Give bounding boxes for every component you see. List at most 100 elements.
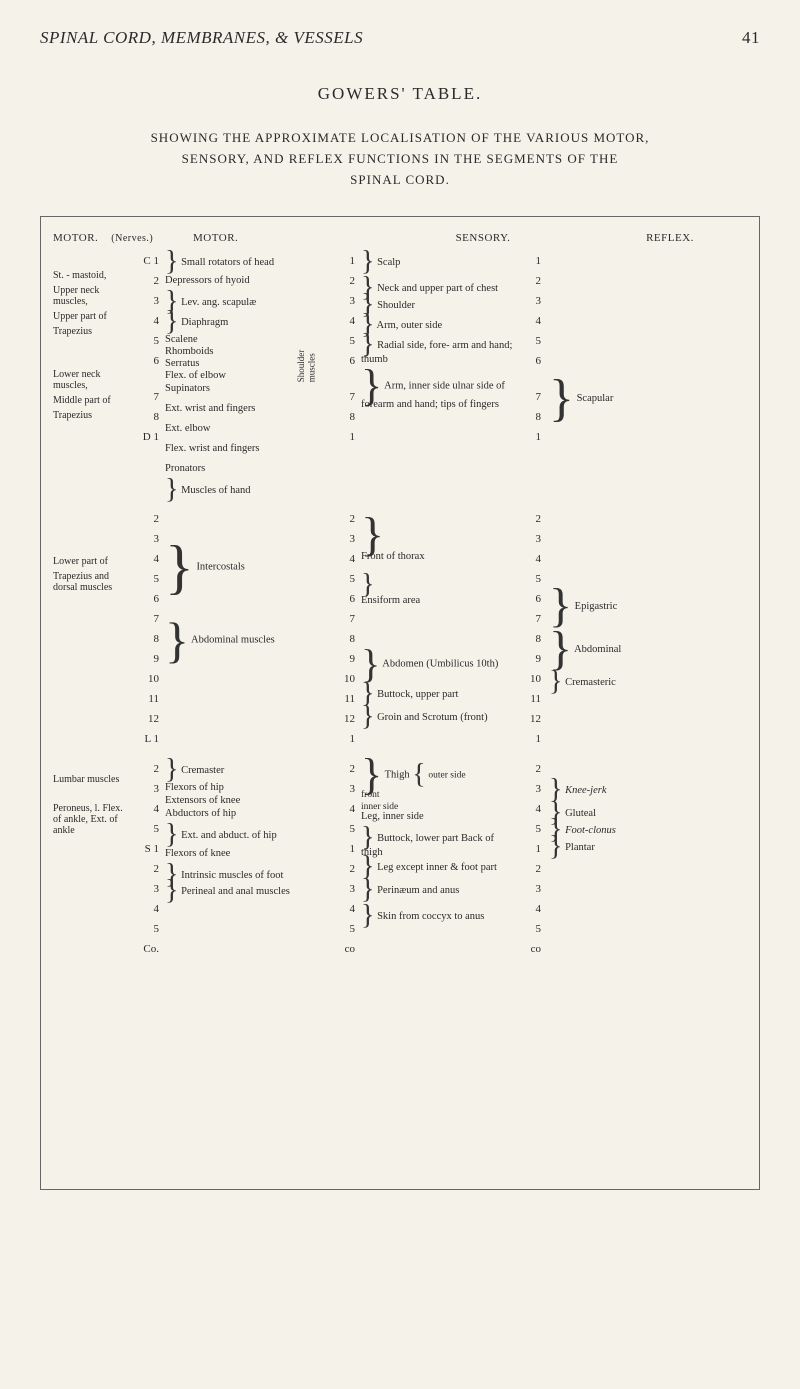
motor-c1: Small rotators of head <box>181 257 274 268</box>
label-trapezius2: Trapezius <box>53 408 129 423</box>
sens-leg-exc: Leg except inner & foot part <box>377 862 497 873</box>
colhead-nerves: (Nerves.) <box>111 233 153 244</box>
dorsal-sens-nums: 234 567 8910 11121 <box>315 512 355 752</box>
seg-c5: 5 <box>129 334 159 354</box>
label-trap-dorsal: Trapezius and dorsal muscles <box>53 569 129 595</box>
motor-c5c: Serratus <box>165 358 199 369</box>
motor-c6b: Ext. wrist and fingers <box>165 402 315 422</box>
seg-d5: 5 <box>129 572 159 592</box>
sens-coccyx: Skin from coccyx to anus <box>377 911 484 922</box>
sens-thorax: Front of thorax <box>361 550 517 564</box>
dorsal-sensory: } Front of thorax } Ensiform area } Abdo… <box>355 512 517 726</box>
lumbar-segments: 2 3 4 5 S 1 2 3 4 5 Co. <box>129 762 159 962</box>
brace-icon: } <box>361 373 382 399</box>
seg-l2: 2 <box>129 762 159 782</box>
brace-icon: { <box>412 767 425 784</box>
running-head-text: SPINAL CORD, MEMBRANES, & VESSELS <box>40 28 363 47</box>
lumbar-nerve-labels: Lumbar muscles Peroneus, l. Flex. of ank… <box>53 762 129 838</box>
sens-arm-outer: Arm, outer side <box>377 320 443 331</box>
cervical-segments: C 1 2 3 4 5 6 7 8 D 1 <box>129 254 159 450</box>
seg-c4: 4 <box>129 314 159 334</box>
brace-icon: } <box>361 762 382 788</box>
sens-umbil: (Umbilicus 10th) <box>426 659 498 670</box>
motor-l3: Extensors of knee <box>165 795 240 806</box>
seg-s2: 2 <box>129 862 159 882</box>
seg-l3: 3 <box>129 782 159 802</box>
subhead-line-2: SENSORY, AND REFLEX FUNCTIONS IN THE SEG… <box>40 149 760 170</box>
brace-icon: } <box>165 314 178 331</box>
motor-c2: Depressors of hyoid <box>165 274 315 294</box>
motor-c3: Lev. ang. scapulæ <box>181 297 256 308</box>
seg-c7: 7 <box>129 390 159 410</box>
cervical-sens-nums: 123 45 6 781 <box>315 254 355 450</box>
label-peroneus: Peroneus, l. Flex. of ankle, Ext. of ank… <box>53 801 129 838</box>
brace-icon: } <box>549 383 574 414</box>
brace-icon: } <box>361 577 517 594</box>
seg-c2: 2 <box>129 274 159 294</box>
sens-abdomen: Abdomen <box>382 659 423 670</box>
shoulder-muscles-label: Shoulder muscles <box>296 338 317 382</box>
colhead-reflex: REFLEX. <box>593 231 747 246</box>
brace-icon: } <box>361 521 517 550</box>
subhead: SHOWING THE APPROXIMATE LOCALISATION OF … <box>40 128 760 190</box>
seg-d10: 10 <box>129 672 159 692</box>
sens-ensiform: Ensiform area <box>361 594 517 608</box>
label-lumbar: Lumbar muscles <box>53 772 129 787</box>
sens-thigh: Thigh <box>385 770 410 781</box>
brace-icon: } <box>361 337 374 354</box>
motor-abdominal: Abdominal muscles <box>191 635 275 646</box>
motor-d1: Muscles of hand <box>181 485 250 496</box>
sens-arm-inner: Arm, inner side ulnar side of forearm an… <box>361 381 505 411</box>
motor-c4: Diaphragm <box>181 317 228 328</box>
motor-s3: Perineal and anal <box>181 886 253 897</box>
motor-c7b: Flex. wrist and fingers <box>165 442 315 462</box>
motor-c8: Pronators <box>165 462 315 482</box>
reflex-cremasteric: Cremasteric <box>565 677 616 688</box>
dorsal-reflex-nums: 234 567 8910 11121 <box>517 512 541 752</box>
brace-icon: } <box>165 254 178 271</box>
seg-d4: 4 <box>129 552 159 572</box>
motor-c5d: Flex. of elbow <box>165 370 226 381</box>
dorsal-motor: } Intercostals } Abdominal muscles <box>159 512 315 752</box>
brace-icon: } <box>361 908 374 925</box>
sens-leg-inner: Leg, inner side <box>361 810 517 830</box>
reflex-epigastric: Epigastric <box>575 601 618 612</box>
brace-icon: } <box>549 839 562 856</box>
reflex-scapular: Scapular <box>577 393 614 404</box>
motor-c6a: Supinators <box>165 382 315 402</box>
motor-c5a: Scalene <box>165 334 198 345</box>
sens-buttock: Buttock, upper part <box>377 689 458 700</box>
motor-intercostals: Intercostals <box>196 562 244 573</box>
seg-d2: 2 <box>129 512 159 532</box>
cervical-sensory: } Scalp } Neck and upper part of chest }… <box>355 254 517 411</box>
seg-c3: 3 <box>129 294 159 314</box>
seg-co: Co. <box>129 942 159 962</box>
motor-c7a: Ext. elbow <box>165 422 315 442</box>
gowers-table: MOTOR. (Nerves.) MOTOR. SENSORY. REFLEX.… <box>40 216 760 1190</box>
lumbar-block: Lumbar muscles Peroneus, l. Flex. of ank… <box>53 762 747 962</box>
page-number: 41 <box>742 28 760 48</box>
seg-l4: 4 <box>129 802 159 822</box>
brace-icon: } <box>165 827 178 844</box>
reflex-abdominal: Abdominal <box>574 644 621 655</box>
label-middle-part: Middle part of <box>53 393 129 408</box>
seg-c1: C 1 <box>129 254 159 274</box>
brace-icon: } <box>549 592 572 621</box>
sens-scalp: Scalp <box>377 257 400 268</box>
seg-d3: 3 <box>129 532 159 552</box>
lumbar-sens-nums: 234 512 345 co <box>315 762 355 962</box>
seg-s1: S 1 <box>129 842 159 862</box>
seg-d8: 8 <box>129 632 159 652</box>
brace-icon: } <box>165 482 178 499</box>
label-upper-part: Upper part of <box>53 309 129 324</box>
page-title: GOWERS' TABLE. <box>40 84 760 104</box>
reflex-kneejerk: Knee-jerk <box>565 785 606 796</box>
sens-front: front <box>361 790 379 800</box>
cervical-reflex: } Scapular <box>541 254 747 450</box>
brace-icon: } <box>549 635 572 664</box>
motor-s2b: foot <box>267 869 284 880</box>
sens-shoulder: Shoulder <box>377 300 415 311</box>
seg-d1: D 1 <box>129 430 159 450</box>
colhead-sensory: SENSORY. <box>373 231 593 246</box>
seg-c6: 6 <box>129 354 159 390</box>
